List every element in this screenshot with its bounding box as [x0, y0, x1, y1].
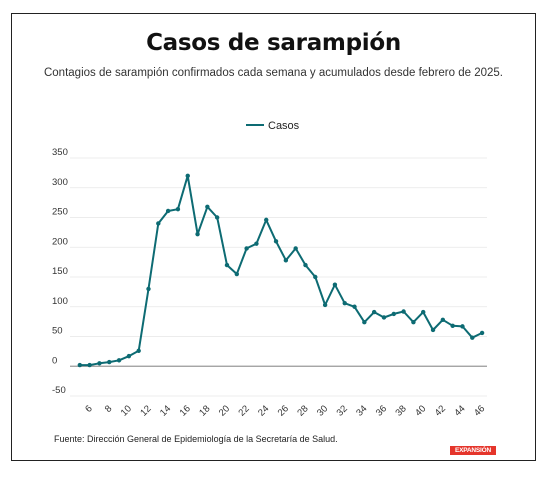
x-tick-label: 16: [178, 403, 193, 418]
x-tick-label: 32: [335, 403, 350, 418]
data-point[interactable]: [430, 327, 436, 333]
data-point[interactable]: [303, 262, 308, 268]
x-tick-label: 6: [83, 403, 95, 415]
x-tick-label: 36: [374, 403, 389, 418]
data-point[interactable]: [371, 309, 377, 315]
data-point[interactable]: [391, 311, 396, 317]
x-tick-label: 44: [452, 403, 467, 418]
data-point[interactable]: [195, 231, 200, 237]
x-tick-label: 26: [276, 403, 291, 418]
x-tick-label: 38: [393, 403, 408, 418]
data-point[interactable]: [381, 315, 387, 320]
source-note: Fuente: Dirección General de Epidemiolog…: [54, 434, 338, 444]
data-point[interactable]: [107, 359, 112, 365]
x-tick-label: 30: [315, 403, 330, 418]
data-point[interactable]: [224, 262, 230, 268]
x-tick-label: 24: [256, 403, 271, 418]
data-point[interactable]: [470, 335, 475, 340]
data-point[interactable]: [342, 300, 347, 306]
x-tick-label: 10: [119, 403, 134, 418]
data-point[interactable]: [116, 358, 122, 363]
data-point[interactable]: [244, 246, 249, 251]
x-tick-label: 40: [413, 403, 428, 418]
data-point[interactable]: [273, 239, 279, 244]
x-tick-label: 8: [103, 403, 115, 415]
x-tick-label: 18: [197, 403, 212, 418]
data-point[interactable]: [460, 324, 465, 329]
data-point[interactable]: [479, 330, 485, 336]
data-point[interactable]: [401, 309, 406, 314]
chart-subtitle: Contagios de sarampión confirmados cada …: [43, 67, 503, 79]
x-tick-label: 22: [236, 403, 251, 418]
data-point[interactable]: [352, 304, 357, 309]
data-point[interactable]: [450, 323, 455, 328]
y-tick-label: 150: [52, 266, 68, 277]
data-point[interactable]: [77, 362, 83, 368]
data-point[interactable]: [146, 286, 151, 292]
y-tick-label: -50: [52, 385, 66, 396]
y-tick-label: 250: [52, 207, 68, 218]
data-point[interactable]: [411, 320, 416, 325]
x-tick-label: 20: [217, 403, 232, 418]
data-point[interactable]: [165, 208, 171, 214]
x-tick-label: 34: [354, 403, 369, 418]
y-tick-label: 200: [52, 236, 68, 247]
data-point[interactable]: [362, 320, 367, 325]
data-point[interactable]: [332, 282, 338, 287]
data-point[interactable]: [136, 348, 141, 353]
y-tick-label: 0: [52, 355, 57, 366]
data-point[interactable]: [156, 221, 161, 226]
data-point[interactable]: [175, 206, 181, 212]
x-tick-label: 28: [295, 403, 310, 418]
data-point[interactable]: [234, 271, 239, 277]
y-tick-label: 350: [52, 147, 68, 158]
data-point[interactable]: [87, 362, 92, 368]
series-line-casos: [79, 174, 483, 367]
expansion-logo: EXPANSIÓN: [450, 446, 496, 455]
x-tick-label: 42: [433, 403, 448, 418]
data-point[interactable]: [322, 302, 328, 308]
data-point[interactable]: [254, 241, 259, 246]
data-point[interactable]: [185, 173, 190, 179]
legend[interactable]: Casos: [246, 120, 300, 132]
x-tick-label: 46: [472, 403, 487, 418]
data-point[interactable]: [205, 204, 210, 209]
chart-title: Casos de sarampión: [146, 30, 401, 56]
y-tick-label: 50: [52, 326, 63, 337]
data-point[interactable]: [97, 361, 102, 366]
x-tick-label: 14: [158, 403, 173, 418]
y-tick-label: 100: [52, 296, 68, 307]
data-point[interactable]: [293, 246, 298, 251]
data-point[interactable]: [283, 258, 289, 263]
data-point[interactable]: [313, 274, 318, 280]
data-point[interactable]: [421, 309, 426, 315]
data-point[interactable]: [214, 215, 220, 220]
legend-label-casos: Casos: [268, 120, 300, 132]
y-tick-label: 300: [52, 177, 68, 188]
data-point[interactable]: [264, 217, 269, 223]
x-tick-label: 12: [138, 403, 153, 418]
data-point[interactable]: [126, 353, 132, 359]
data-point[interactable]: [440, 317, 446, 323]
